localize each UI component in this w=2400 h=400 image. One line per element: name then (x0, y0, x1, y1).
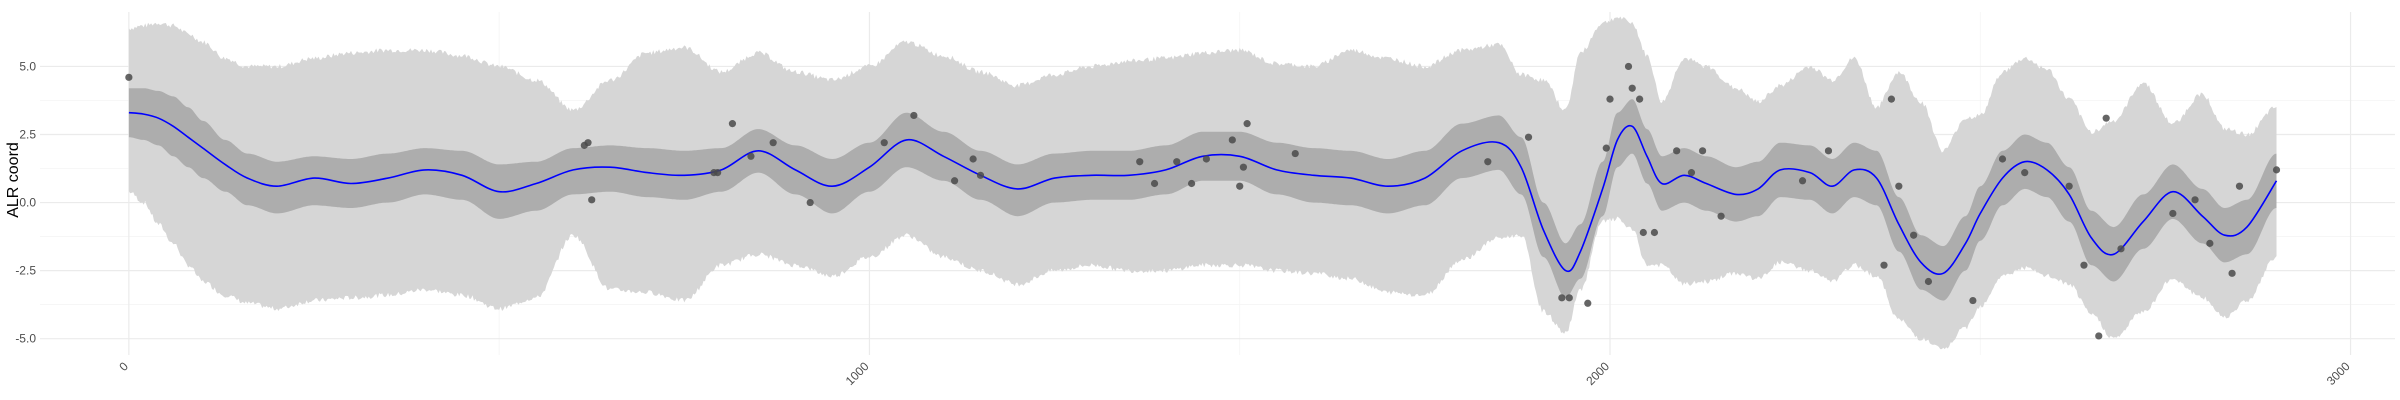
data-point (2169, 209, 2177, 218)
data-point (1998, 155, 2007, 163)
data-point (1228, 136, 1236, 144)
data-point (2065, 182, 2073, 190)
data-point (747, 152, 755, 160)
data-point (1880, 261, 1888, 269)
data-point (125, 73, 133, 81)
data-point (1243, 120, 1251, 128)
data-point (1606, 95, 1614, 103)
mean-line (128, 111, 2278, 275)
data-point (1687, 169, 1696, 177)
data-point (1202, 155, 1210, 163)
data-point (880, 139, 888, 147)
data-point (1624, 62, 1633, 71)
x-tick-label: 0 (116, 359, 131, 374)
data-point (969, 155, 977, 163)
data-point (1484, 158, 1492, 166)
data-point (1698, 147, 1707, 155)
confidence-bands (128, 16, 2277, 350)
data-point (2021, 169, 2029, 177)
data-point (2102, 114, 2110, 122)
data-point (2235, 182, 2244, 190)
y-tick-label: -5.0 (15, 332, 36, 346)
data-point (950, 177, 959, 185)
data-point (1910, 231, 1918, 239)
data-point (1291, 149, 1299, 158)
data-point (1969, 296, 1977, 305)
y-tick-label: 0.0 (19, 196, 36, 210)
data-point (910, 111, 918, 120)
data-point (1628, 84, 1636, 92)
data-point (1717, 212, 1725, 220)
x-tick-label: 1000 (843, 359, 872, 388)
y-tick-label: 5.0 (19, 59, 36, 73)
data-point (2117, 245, 2125, 253)
data-point (1798, 177, 1807, 185)
data-point (588, 196, 596, 204)
data-point (2191, 196, 2199, 204)
data-point (1173, 158, 1181, 166)
data-point (2272, 166, 2281, 174)
data-point (1524, 133, 1533, 141)
data-point (1565, 294, 1573, 302)
data-point (1639, 228, 1647, 237)
data-point (2095, 332, 2103, 340)
data-point (1924, 277, 1933, 286)
data-point (769, 139, 777, 147)
outer-confidence-band (128, 16, 2277, 350)
data-point (1239, 163, 1248, 171)
data-point (1236, 182, 1244, 190)
data-point (1895, 182, 1903, 190)
data-point (1602, 144, 1610, 152)
data-point (1636, 95, 1644, 103)
y-axis-title: ALR coord (5, 142, 22, 218)
x-tick-label: 2000 (1583, 359, 1612, 388)
data-point (1150, 179, 1159, 188)
inner-confidence-band (128, 88, 2277, 301)
data-point (1558, 294, 1566, 302)
data-point (2206, 239, 2214, 247)
data-point (1650, 228, 1659, 237)
x-tick-label: 3000 (2324, 359, 2353, 388)
data-point (1673, 147, 1681, 155)
data-point (1136, 158, 1144, 166)
data-point (580, 141, 588, 149)
data-point (2080, 261, 2088, 269)
data-point (1584, 299, 1592, 307)
data-point (728, 120, 737, 128)
y-tick-label: 2.5 (19, 128, 36, 142)
data-point (1187, 179, 1196, 188)
data-points (125, 62, 2281, 340)
series-layer (128, 111, 2278, 275)
data-point (1824, 147, 1833, 155)
data-point (806, 198, 814, 207)
data-point (2228, 269, 2236, 277)
y-tick-label: -2.5 (15, 264, 36, 278)
data-point (714, 169, 722, 177)
data-point (976, 171, 985, 179)
data-point (1887, 95, 1896, 103)
